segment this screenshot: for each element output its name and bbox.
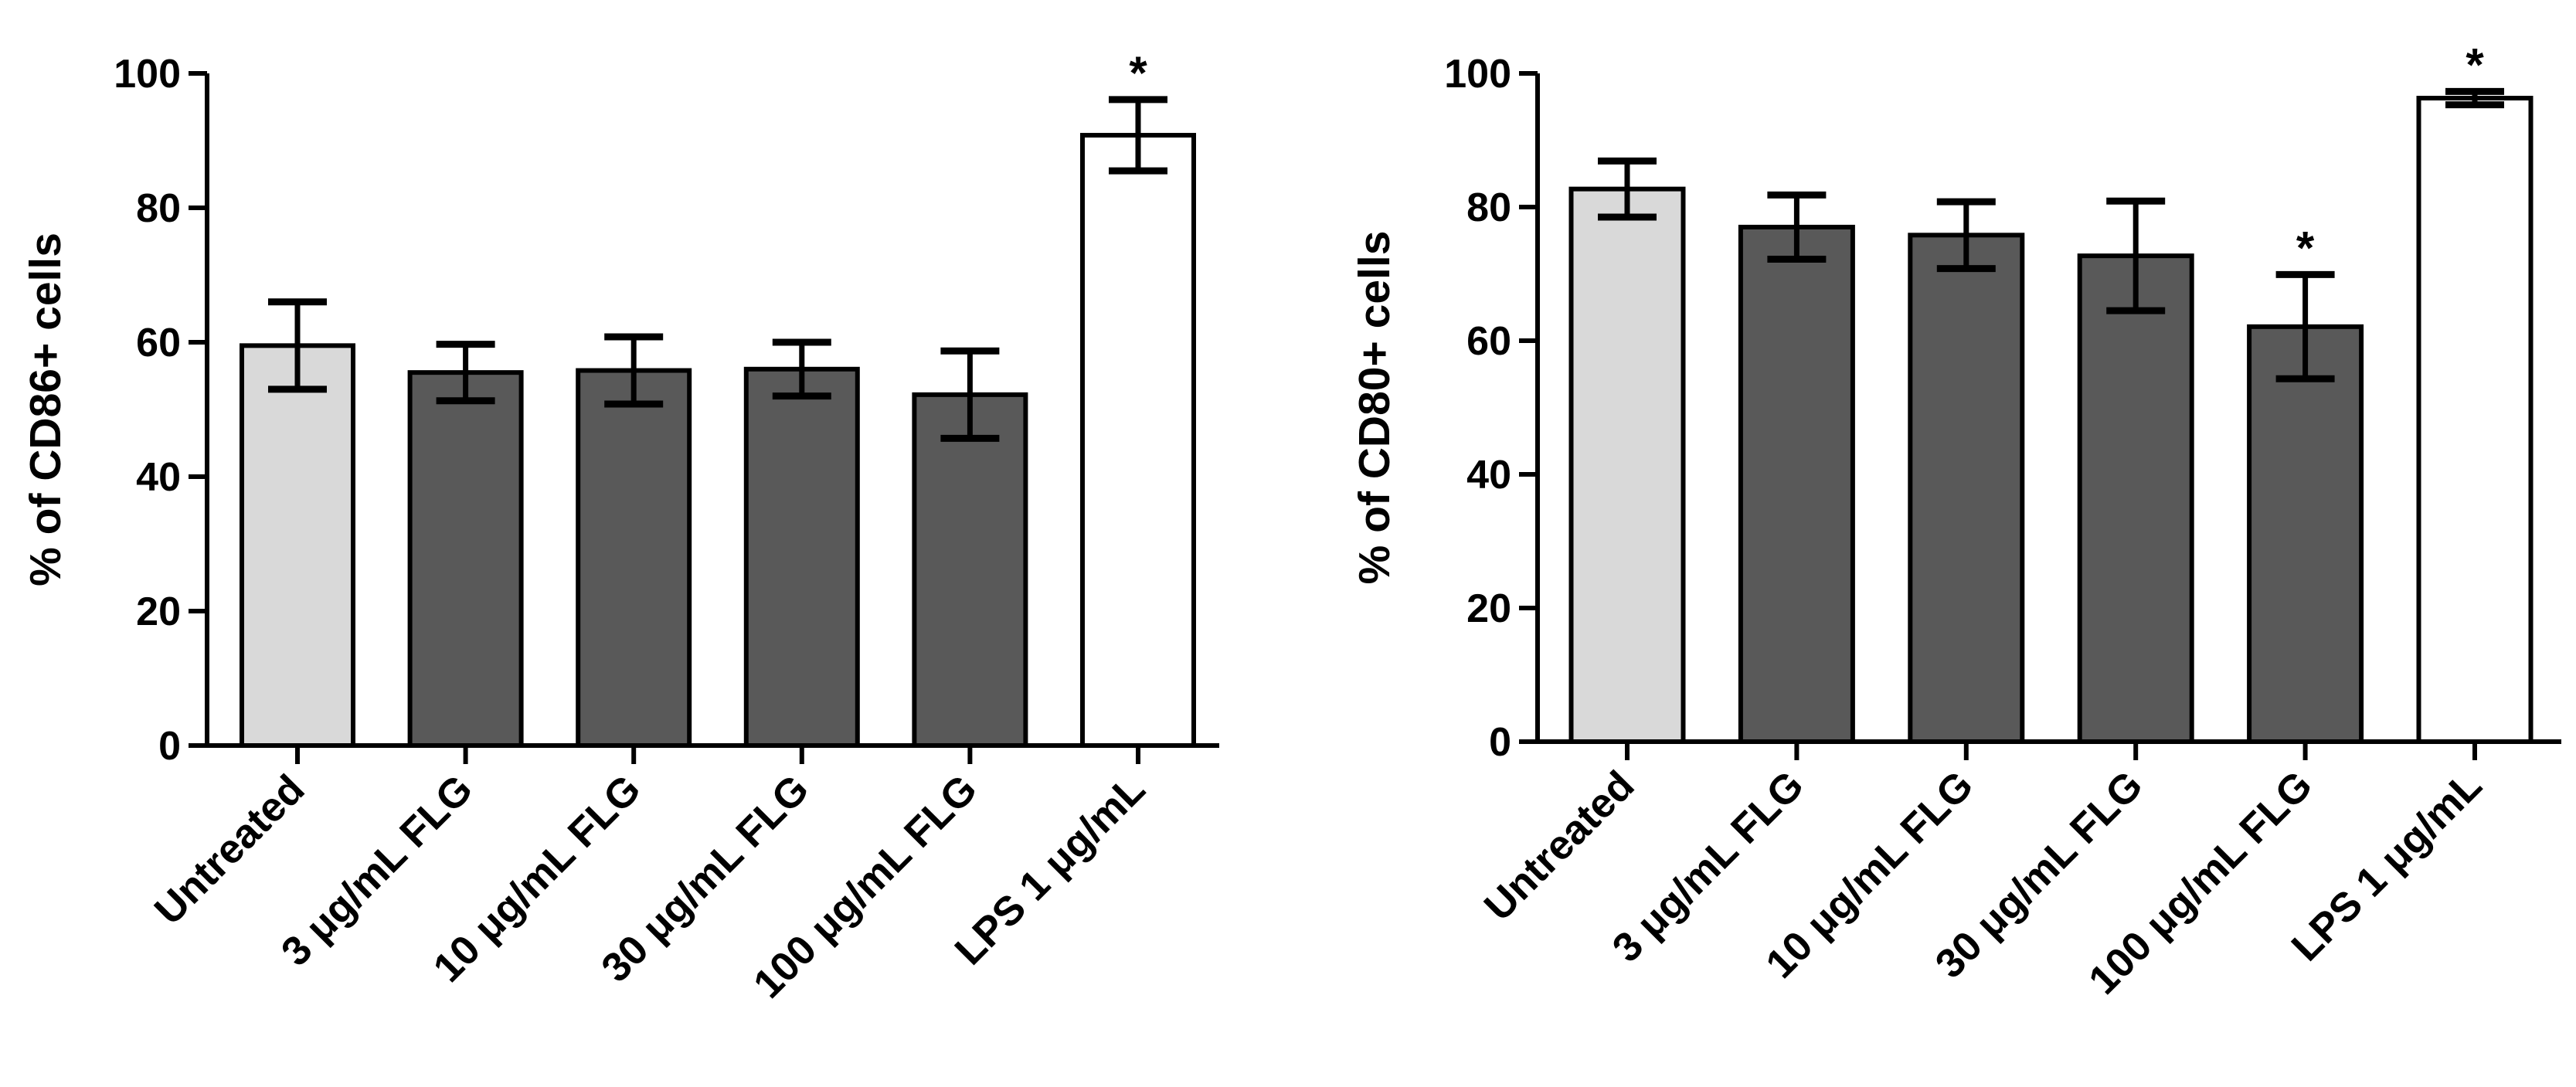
chart2-error-bar-3 [1936, 198, 1996, 273]
chart1-bar-5 [912, 392, 1028, 748]
chart1-y-tick-label-20: 20 [136, 589, 181, 634]
chart2-error-bar-1 [1598, 157, 1657, 221]
chart1-error-bar-1 [268, 298, 327, 393]
chart2-y-axis-title: % of CD80+ cells [1350, 231, 1399, 585]
chart2-bar-6 [2416, 96, 2534, 744]
chart2-y-tick-label-20: 20 [1466, 586, 1511, 631]
chart1-y-tick-label-80: 80 [136, 186, 181, 231]
chart2-error-bar-6 [2445, 87, 2504, 109]
chart2-y-tick-label-80: 80 [1466, 185, 1511, 230]
chart1-error-bar-3 [604, 333, 664, 408]
chart2-bar-1 [1568, 186, 1686, 744]
chart1-bar-6 [1080, 133, 1196, 749]
chart1-bar-2 [407, 370, 524, 748]
chart2-significance-star-6: * [2466, 39, 2484, 90]
chart1-error-bar-6 [1109, 96, 1167, 175]
chart1-error-bar-2 [436, 341, 495, 405]
chart1-y-tick-label-0: 0 [158, 724, 181, 769]
chart2-error-bar-5 [2275, 270, 2335, 382]
chart1-error-bar-5 [940, 347, 1000, 442]
chart2-y-tick-label-60: 60 [1466, 319, 1511, 364]
chart1-y-tick-label-40: 40 [136, 455, 181, 500]
chart2-y-tick-label-100: 100 [1444, 52, 1511, 97]
chart1-y-tick-label-100: 100 [114, 52, 181, 97]
chart2-significance-star-5: * [2296, 222, 2315, 273]
chart1-bar-3 [576, 368, 692, 748]
chart1-bar-1 [240, 343, 355, 749]
chart1-y-tick-label-60: 60 [136, 321, 181, 365]
chart2-bar-3 [1908, 233, 2025, 744]
chart2-y-tick-label-0: 0 [1489, 720, 1511, 765]
chart2-bar-2 [1738, 224, 1855, 744]
chart2-category-label-1: Untreated [1476, 763, 1643, 930]
chart2-y-tick-label-40: 40 [1466, 453, 1511, 498]
chart2-error-bar-4 [2106, 197, 2166, 314]
chart2-bar-4 [2077, 253, 2194, 744]
chart1-error-bar-4 [772, 338, 831, 400]
chart1-y-axis-title: % of CD86+ cells [21, 233, 70, 586]
chart1-significance-star-6: * [1129, 47, 1147, 99]
chart2-bar-5 [2247, 324, 2364, 744]
chart2-error-bar-2 [1767, 191, 1827, 263]
